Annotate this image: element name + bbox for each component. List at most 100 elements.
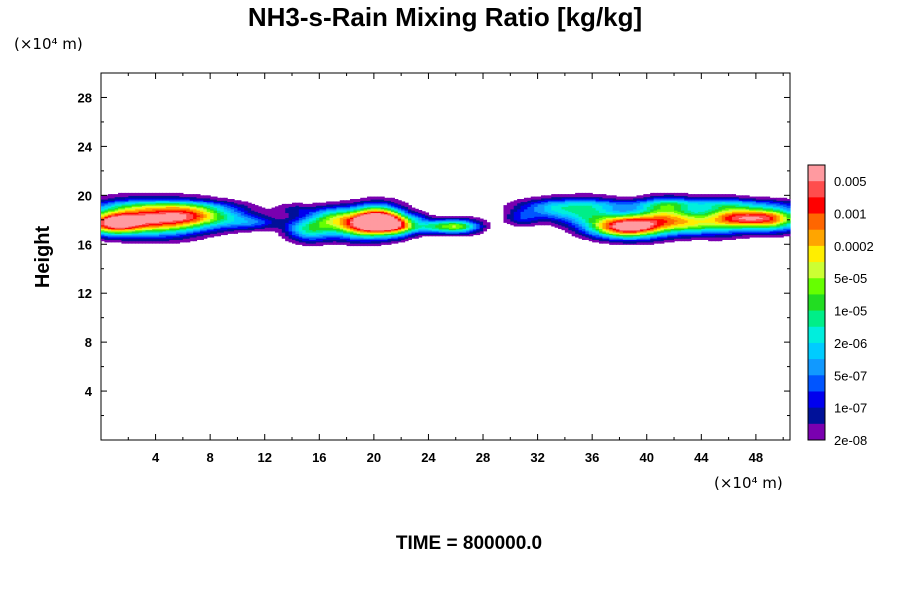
field-cell [431, 233, 436, 236]
field-cell [752, 216, 757, 218]
field-cell [728, 210, 733, 212]
field-cell [326, 227, 331, 229]
field-cell [605, 240, 610, 243]
field-cell [363, 210, 368, 212]
field-cell [783, 211, 788, 214]
field-cell [216, 211, 221, 214]
field-cell [176, 213, 181, 216]
field-cell [124, 234, 129, 237]
field-cell [148, 225, 153, 228]
field-cell [595, 219, 600, 222]
field-cell [349, 212, 355, 215]
field-cell [155, 235, 160, 238]
field-cell [602, 235, 607, 238]
field-cell [148, 217, 153, 220]
field-cell [343, 213, 348, 216]
field-cell [148, 214, 153, 217]
field-cell [643, 207, 648, 210]
field-cell [626, 210, 631, 212]
field-cell [541, 206, 546, 209]
field-cell [687, 229, 692, 232]
field-cell [128, 207, 133, 210]
field-cell [281, 227, 286, 229]
field-cell [332, 213, 337, 216]
field-cell [602, 238, 607, 240]
field-cell [264, 228, 269, 231]
field-cell [578, 218, 583, 221]
field-cell [732, 232, 737, 234]
field-cell [670, 236, 675, 239]
field-cell [749, 235, 754, 238]
field-cell [592, 207, 597, 210]
field-cell [766, 223, 771, 226]
field-cell [442, 233, 447, 236]
field-cell [309, 241, 314, 244]
field-cell [503, 207, 508, 210]
field-cell [554, 225, 559, 228]
field-cell [319, 241, 324, 244]
field-cell [701, 223, 706, 226]
field-cell [384, 219, 389, 222]
field-cell [189, 233, 194, 236]
field-cell [598, 210, 604, 212]
field-cell [418, 234, 423, 237]
field-cell [390, 239, 395, 242]
field-cell [609, 232, 614, 234]
field-cell [721, 234, 726, 237]
field-cell [616, 228, 621, 231]
field-cell [561, 225, 566, 228]
field-cell [636, 208, 641, 211]
field-cell [687, 216, 692, 218]
field-cell [329, 212, 334, 215]
field-cell [114, 207, 119, 210]
field-cell [148, 240, 153, 243]
field-cell [670, 240, 675, 243]
field-cell [220, 232, 225, 234]
field-cell [237, 218, 242, 221]
field-cell [370, 219, 375, 222]
field-cell [196, 235, 201, 238]
field-cell [312, 232, 317, 234]
field-cell [622, 234, 627, 237]
field-cell [353, 235, 358, 238]
field-cell [401, 213, 406, 216]
field-cell [575, 235, 580, 238]
field-cell [118, 214, 123, 217]
field-cell [131, 211, 136, 214]
field-cell [237, 217, 242, 220]
field-cell [735, 211, 740, 214]
field-cell [633, 208, 638, 211]
field-cell [172, 206, 177, 209]
field-cell [486, 225, 491, 228]
field-cell [732, 228, 737, 231]
field-cell [271, 225, 276, 228]
field-cell [281, 234, 286, 237]
field-cell [684, 234, 689, 237]
field-cell [735, 221, 740, 223]
field-cell [558, 214, 563, 217]
field-cell [633, 227, 638, 229]
field-cell [425, 221, 430, 223]
field-cell [353, 244, 358, 247]
field-cell [360, 235, 365, 238]
field-cell [107, 214, 112, 217]
field-cell [128, 223, 133, 226]
field-cell [643, 210, 648, 212]
field-cell [425, 232, 430, 234]
field-cell [711, 229, 716, 232]
field-cell [667, 221, 672, 223]
field-cell [602, 213, 607, 216]
field-cell [336, 206, 341, 209]
field-cell [380, 239, 385, 242]
field-cell [295, 234, 300, 237]
field-cell [762, 218, 767, 221]
field-cell [302, 218, 307, 221]
field-cell [172, 213, 177, 216]
field-cell [169, 240, 174, 243]
field-cell [346, 235, 351, 238]
field-cell [332, 214, 337, 217]
field-cell [162, 240, 167, 243]
field-cell [213, 229, 218, 232]
field-cell [332, 236, 337, 239]
field-cell [616, 225, 621, 228]
